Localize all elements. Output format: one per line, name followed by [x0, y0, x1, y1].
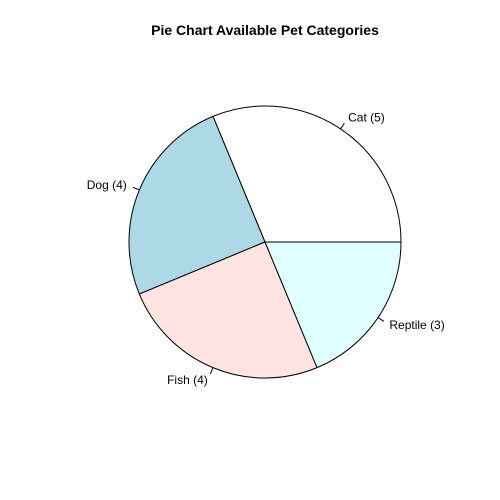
leader-line-cat: [340, 122, 345, 130]
labels-layer: Cat (5) Dog (4) Fish (4) Reptile (3): [87, 111, 445, 388]
slice-label-reptile: Reptile (3): [389, 318, 444, 332]
leader-line-reptile: [377, 317, 385, 322]
pie-slice-reptile: [264, 241, 402, 369]
leader-line-dog: [132, 186, 140, 191]
slices-layer: [128, 105, 402, 379]
leader-line-fish: [209, 367, 214, 375]
slice-label-fish: Fish (4): [167, 373, 208, 387]
slice-label-dog: Dog (4): [87, 178, 127, 192]
chart-title: Pie Chart Available Pet Categories: [151, 22, 379, 38]
slice-label-cat: Cat (5): [348, 111, 385, 125]
